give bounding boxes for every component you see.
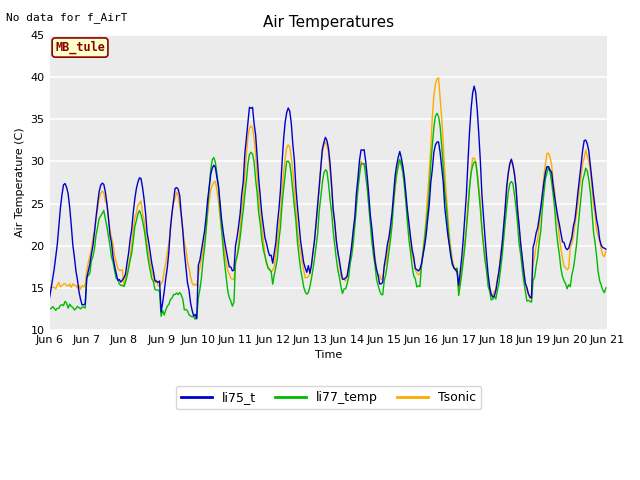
Line: li77_temp: li77_temp — [49, 113, 606, 319]
Line: li75_t: li75_t — [49, 86, 606, 319]
Line: Tsonic: Tsonic — [49, 78, 606, 299]
Text: MB_tule: MB_tule — [55, 41, 105, 54]
Tsonic — [45, 284, 53, 289]
li77_temp — [433, 110, 441, 116]
Y-axis label: Air Temperature (C): Air Temperature (C) — [15, 128, 25, 237]
li77_temp — [232, 260, 239, 265]
li77_temp — [114, 276, 122, 282]
li77_temp — [213, 170, 221, 176]
li77_temp — [574, 225, 582, 231]
li75_t — [291, 158, 298, 164]
Tsonic — [526, 296, 534, 301]
Tsonic — [574, 200, 582, 206]
Tsonic — [114, 265, 122, 271]
li75_t — [232, 243, 239, 249]
li77_temp — [241, 192, 249, 198]
li77_temp — [191, 316, 199, 322]
li75_t — [114, 277, 122, 283]
Text: No data for f_AirT: No data for f_AirT — [6, 12, 128, 23]
Tsonic — [230, 276, 238, 282]
li75_t — [213, 175, 221, 180]
Tsonic — [602, 249, 610, 254]
Tsonic — [239, 194, 247, 200]
li77_temp — [45, 306, 53, 312]
li77_temp — [291, 204, 298, 210]
li75_t — [193, 316, 200, 322]
li75_t — [574, 189, 582, 194]
li75_t — [602, 246, 610, 252]
li75_t — [45, 295, 53, 300]
Title: Air Temperatures: Air Temperatures — [263, 15, 394, 30]
li75_t — [470, 83, 478, 89]
X-axis label: Time: Time — [315, 350, 342, 360]
Tsonic — [289, 167, 297, 173]
Tsonic — [435, 75, 442, 81]
li77_temp — [602, 285, 610, 291]
Tsonic — [212, 179, 220, 184]
li75_t — [241, 151, 249, 157]
Legend: li75_t, li77_temp, Tsonic: li75_t, li77_temp, Tsonic — [176, 386, 481, 409]
